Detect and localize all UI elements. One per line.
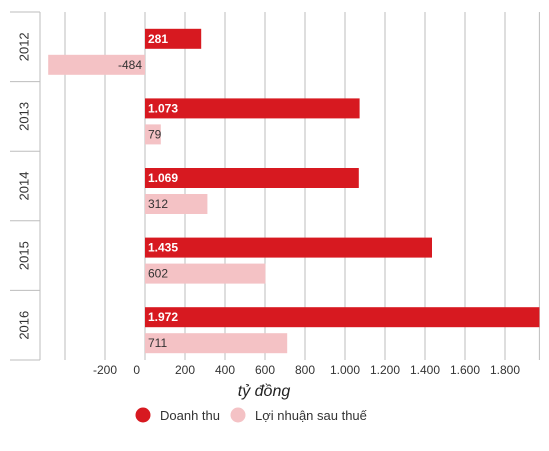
value-label-profit-2013: 79 [148,127,162,141]
legend-label-profit: Lợi nhuận sau thuế [255,408,368,423]
x-tick-label-9: 1.600 [450,363,480,377]
value-label-revenue-2013: 1.073 [148,101,178,115]
legend: Doanh thu Lợi nhuận sau thuế [135,407,368,423]
bar-profit-2016 [145,333,288,354]
x-tick-label-7: 1.200 [370,363,400,377]
bar-revenue-2016 [145,307,540,328]
value-label-revenue-2016: 1.972 [148,310,178,324]
bars: 281 1.073 1.069 1.435 1.972 -484 79 312 602 711 [48,28,540,354]
x-tick-labels: -200 0 200 400 600 800 1.000 1.200 1.400 1.600 1.8… [93,363,520,377]
x-tick-label-8: 1.400 [410,363,440,377]
x-tick-label-4: 600 [255,363,275,377]
x-tick-label-0: -200 [93,363,117,377]
bar-revenue-2012 [145,28,202,49]
category-label-2016: 2016 [16,311,31,340]
x-tick-label-5: 800 [295,363,315,377]
x-tick-label-3: 400 [215,363,235,377]
x-tick-label-6: 1.000 [330,363,360,377]
bar-revenue-2015 [145,237,432,258]
category-separators [10,11,41,361]
x-axis-label: tỷ đồng [238,383,291,400]
category-label-2013: 2013 [16,102,31,131]
legend-swatch-profit [230,407,246,423]
category-label-2014: 2014 [16,172,31,201]
bar-revenue-2013 [145,98,360,119]
bar-profit-2014 [145,194,208,214]
legend-label-revenue: Doanh thu [160,408,220,423]
value-label-profit-2012: -484 [118,58,142,72]
value-label-profit-2015: 602 [148,267,168,281]
value-label-profit-2016: 711 [148,336,167,350]
value-label-revenue-2015: 1.435 [148,241,178,255]
value-label-profit-2014: 312 [148,197,168,211]
x-tick-label-1: 0 [133,363,140,377]
x-tick-label-10: 1.800 [490,363,520,377]
value-label-revenue-2014: 1.069 [148,171,178,185]
bar-profit-2013 [145,124,161,145]
category-label-2015: 2015 [16,241,31,270]
bar-profit-2015 [145,263,266,284]
value-label-revenue-2012: 281 [148,32,168,46]
legend-swatch-revenue [135,407,151,423]
bar-profit-2012 [48,54,146,75]
x-tick-label-2: 200 [175,363,195,377]
category-labels: 2012 2013 2014 2015 2016 [16,32,31,339]
bar-revenue-2014 [145,168,359,188]
category-label-2012: 2012 [16,32,31,61]
